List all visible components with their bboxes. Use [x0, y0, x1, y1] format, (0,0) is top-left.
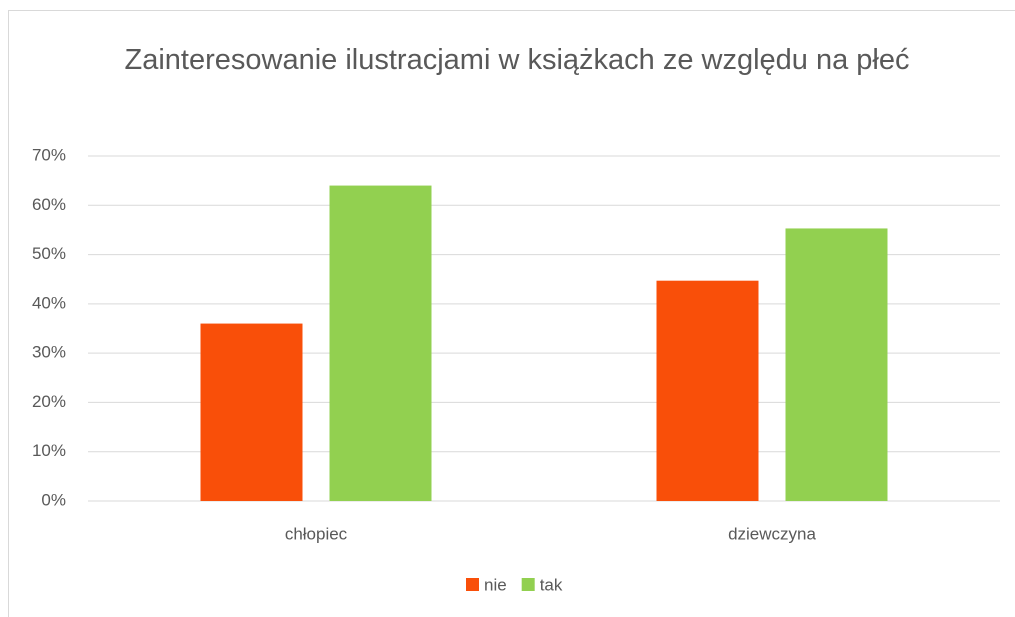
- y-tick-label: 20%: [32, 392, 66, 411]
- legend-swatch: [521, 578, 535, 591]
- y-tick-label: 0%: [41, 490, 66, 509]
- legend-label: nie: [484, 575, 507, 594]
- x-tick-label: dziewczyna: [728, 524, 816, 543]
- y-tick-label: 40%: [32, 293, 66, 312]
- chart-border: [8, 10, 1015, 617]
- y-tick-label: 50%: [32, 244, 66, 263]
- y-tick-label: 70%: [32, 145, 66, 164]
- legend-label: tak: [540, 575, 563, 594]
- chart-title: Zainteresowanie ilustracjami w książkach…: [124, 44, 910, 76]
- bar: [656, 280, 759, 501]
- legend-swatch: [466, 578, 479, 591]
- y-tick-label: 30%: [32, 343, 66, 362]
- y-tick-label: 10%: [32, 441, 66, 460]
- bar: [200, 323, 303, 501]
- y-tick-label: 60%: [32, 195, 66, 214]
- x-tick-label: chłopiec: [285, 524, 348, 543]
- bar: [329, 185, 432, 502]
- bar: [785, 228, 888, 501]
